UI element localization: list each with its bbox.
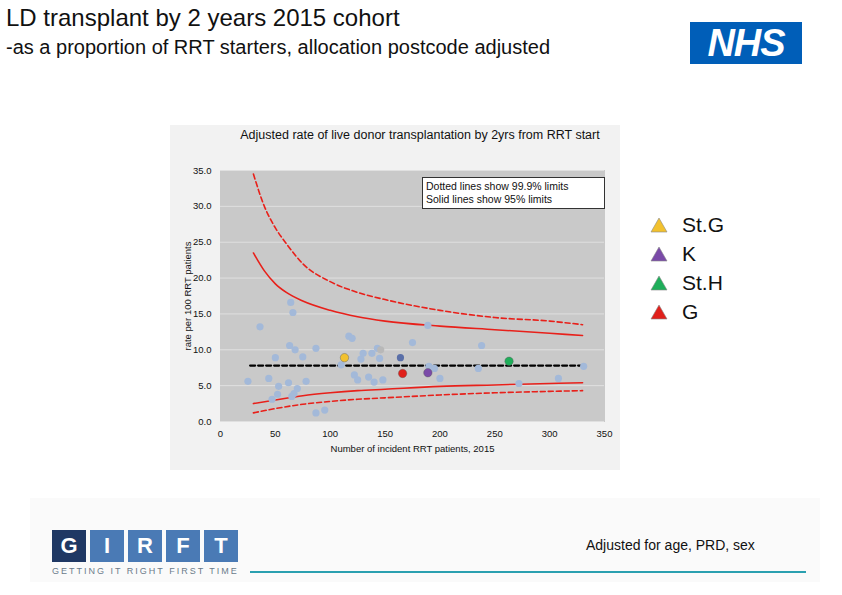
svg-text:0.0: 0.0: [198, 416, 211, 427]
svg-text:150: 150: [377, 428, 393, 439]
html-text:T: T: [214, 533, 228, 558]
html-text:GETTING IT RIGHT FIRST TIME: GETTING IT RIGHT FIRST TIME: [52, 566, 239, 576]
svg-text:250: 250: [487, 428, 503, 439]
svg-text:200: 200: [432, 428, 448, 439]
svg-text:5.0: 5.0: [198, 380, 211, 391]
html-text:Adjusted rate of live donor tr: Adjusted rate of live donor transplantat…: [240, 128, 600, 142]
svg-text:20.0: 20.0: [193, 272, 212, 283]
html-text:NHS: NHS: [707, 22, 785, 64]
svg-text:35.0: 35.0: [193, 165, 212, 176]
svg-text:25.0: 25.0: [193, 236, 212, 247]
html-text:R: R: [137, 533, 153, 558]
html-text:St.H: St.H: [682, 270, 723, 294]
html-text:Dotted lines show 99.9% limits: Dotted lines show 99.9% limits: [426, 180, 569, 192]
html-text:Solid lines show 95% limits: Solid lines show 95% limits: [426, 193, 553, 205]
svg-text:Number of incident RRT patient: Number of incident RRT patients, 2015: [331, 443, 495, 454]
svg-text:50: 50: [270, 428, 281, 439]
svg-text:100: 100: [322, 428, 338, 439]
svg-text:rate per 100 RRT patients: rate per 100 RRT patients: [182, 241, 193, 350]
html-text:St.G: St.G: [682, 212, 724, 236]
svg-text:10.0: 10.0: [193, 344, 212, 355]
html-text:G: G: [682, 299, 699, 323]
html-text:Adjusted for age, PRD, sex: Adjusted for age, PRD, sex: [586, 537, 755, 553]
svg-text:15.0: 15.0: [193, 308, 212, 319]
html-text:I: I: [103, 533, 111, 558]
html-text:LD transplant by 2 years 2015: LD transplant by 2 years 2015 cohort: [6, 4, 400, 31]
svg-text:350: 350: [597, 428, 613, 439]
svg-text:0: 0: [218, 428, 223, 439]
svg-text:30.0: 30.0: [193, 200, 212, 211]
html-text:G: G: [60, 533, 78, 558]
html-text:F: F: [176, 533, 190, 558]
html-text:K: K: [682, 241, 696, 265]
html-text:-as a proportion of RRT starte: -as a proportion of RRT starters, alloca…: [6, 36, 550, 58]
svg-text:300: 300: [542, 428, 558, 439]
